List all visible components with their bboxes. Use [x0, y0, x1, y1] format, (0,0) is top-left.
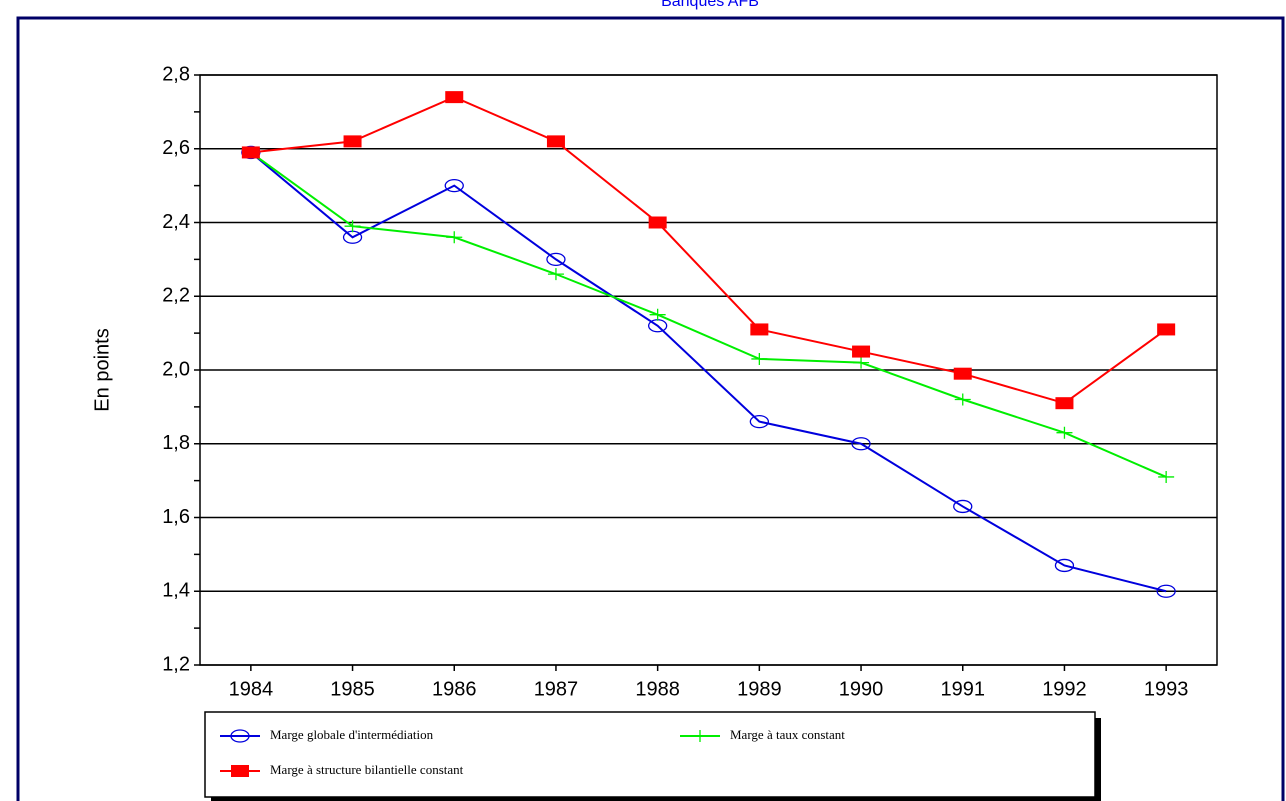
point [446, 231, 463, 244]
point [750, 323, 769, 336]
y-tick-label: 1,8 [162, 432, 190, 454]
point [852, 345, 871, 358]
point [649, 308, 666, 321]
point [749, 414, 769, 429]
x-tick-label: 1990 [839, 678, 884, 700]
point [445, 91, 464, 104]
x-tick-label: 1986 [432, 678, 477, 700]
legend-label: Marge à taux constant [730, 727, 845, 742]
point [547, 268, 564, 281]
x-tick-label: 1991 [941, 678, 986, 700]
y-tick-label: 2,0 [162, 358, 190, 380]
series-line [250, 151, 1167, 593]
point [344, 220, 361, 233]
x-tick-label: 1992 [1042, 678, 1087, 700]
point [546, 135, 565, 148]
point [1054, 558, 1075, 573]
point [648, 216, 667, 229]
series-line [250, 96, 1167, 405]
chart-title: Banques AFB [661, 0, 759, 10]
point [1055, 397, 1074, 410]
point [751, 352, 768, 365]
x-tick-label: 1989 [737, 678, 782, 700]
legend-box [204, 711, 1096, 798]
x-tick-label: 1984 [229, 678, 274, 700]
y-tick-label: 2,6 [162, 137, 190, 159]
point [1056, 426, 1073, 439]
frame [16, 16, 1285, 801]
y-tick-label: 2,2 [162, 285, 190, 307]
legend-label: Marge à structure bilantielle constant [270, 762, 464, 777]
point [1156, 584, 1176, 598]
point [853, 356, 870, 369]
y-tick-label: 2,8 [162, 63, 190, 85]
x-tick-label: 1987 [534, 678, 579, 700]
point [444, 178, 464, 193]
point [546, 252, 566, 267]
y-tick-label: 1,4 [162, 580, 190, 602]
point [343, 135, 362, 148]
point [241, 146, 260, 159]
legend-label: Marge globale d'intermédiation [270, 727, 434, 742]
point [953, 367, 972, 380]
y-axis-label: En points [91, 328, 113, 411]
point [1158, 470, 1175, 483]
point [851, 437, 871, 451]
x-tick-label: 1988 [635, 678, 680, 700]
plot-border [199, 74, 1218, 666]
y-tick-label: 1,2 [162, 653, 190, 675]
point [953, 499, 973, 514]
point [1157, 323, 1176, 336]
x-tick-label: 1985 [330, 678, 375, 700]
x-tick-label: 1993 [1144, 678, 1189, 700]
legend-marker [230, 729, 250, 743]
point [954, 393, 971, 406]
series-line [250, 151, 1167, 478]
y-tick-label: 2,4 [162, 211, 190, 233]
legend-marker [692, 730, 708, 742]
y-tick-label: 1,6 [162, 506, 190, 528]
legend-marker [231, 765, 249, 777]
